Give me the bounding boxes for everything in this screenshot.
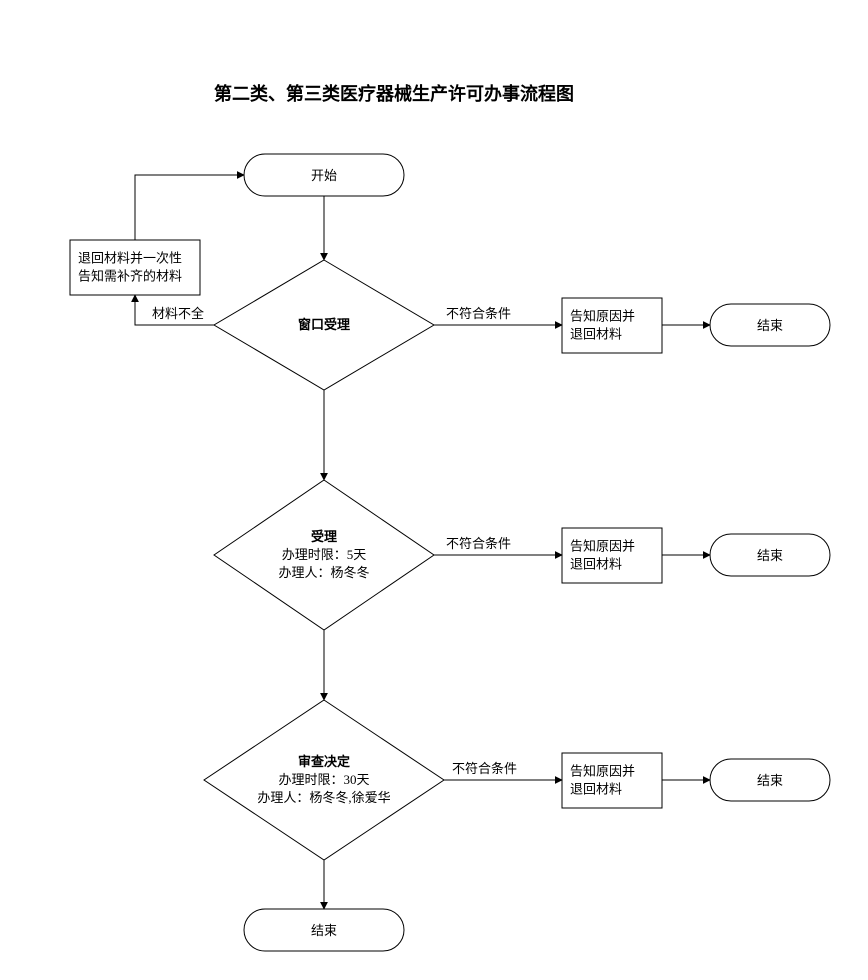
- node-d1: 窗口受理: [214, 260, 434, 390]
- edge-label: 不符合条件: [446, 536, 511, 551]
- svg-text:告知原因并: 告知原因并: [570, 309, 635, 324]
- node-end_final: 结束: [244, 909, 404, 951]
- node-return_box: 退回材料并一次性告知需补齐的材料: [70, 240, 200, 295]
- svg-text:告知原因并: 告知原因并: [570, 764, 635, 779]
- node-d2: 受理办理时限：5天办理人：杨冬冬: [214, 480, 434, 630]
- node-end2: 结束: [710, 534, 830, 576]
- svg-text:开始: 开始: [311, 168, 337, 183]
- svg-text:窗口受理: 窗口受理: [298, 317, 350, 332]
- svg-text:结束: 结束: [757, 548, 783, 563]
- node-end1: 结束: [710, 304, 830, 346]
- svg-text:受理: 受理: [311, 529, 337, 544]
- svg-text:结束: 结束: [311, 923, 337, 938]
- edge-return_box_top-to-start_left: [135, 175, 244, 240]
- svg-text:告知原因并: 告知原因并: [570, 539, 635, 554]
- svg-text:办理人：杨冬冬,徐爱华: 办理人：杨冬冬,徐爱华: [257, 790, 390, 805]
- diagram-title: 第二类、第三类医疗器械生产许可办事流程图: [214, 83, 574, 104]
- svg-text:审查决定: 审查决定: [298, 754, 350, 769]
- node-start: 开始: [244, 154, 404, 196]
- node-end3: 结束: [710, 759, 830, 801]
- edge-label: 不符合条件: [446, 306, 511, 321]
- svg-text:退回材料: 退回材料: [570, 557, 622, 572]
- svg-text:办理时限：5天: 办理时限：5天: [282, 547, 367, 562]
- edge-label: 不符合条件: [452, 761, 517, 776]
- svg-text:退回材料: 退回材料: [570, 782, 622, 797]
- node-d3: 审查决定办理时限：30天办理人：杨冬冬,徐爱华: [204, 700, 444, 860]
- flowchart-canvas: 第二类、第三类医疗器械生产许可办事流程图开始退回材料并一次性告知需补齐的材料窗口…: [0, 0, 868, 980]
- svg-text:告知需补齐的材料: 告知需补齐的材料: [78, 269, 182, 284]
- svg-text:退回材料并一次性: 退回材料并一次性: [78, 251, 182, 266]
- node-notify1: 告知原因并退回材料: [562, 298, 662, 353]
- svg-text:结束: 结束: [757, 318, 783, 333]
- svg-text:退回材料: 退回材料: [570, 327, 622, 342]
- svg-text:办理人：杨冬冬: 办理人：杨冬冬: [278, 565, 369, 580]
- svg-text:办理时限：30天: 办理时限：30天: [278, 772, 369, 787]
- svg-text:结束: 结束: [757, 773, 783, 788]
- edge-label: 材料不全: [152, 306, 204, 321]
- node-notify2: 告知原因并退回材料: [562, 528, 662, 583]
- node-notify3: 告知原因并退回材料: [562, 753, 662, 808]
